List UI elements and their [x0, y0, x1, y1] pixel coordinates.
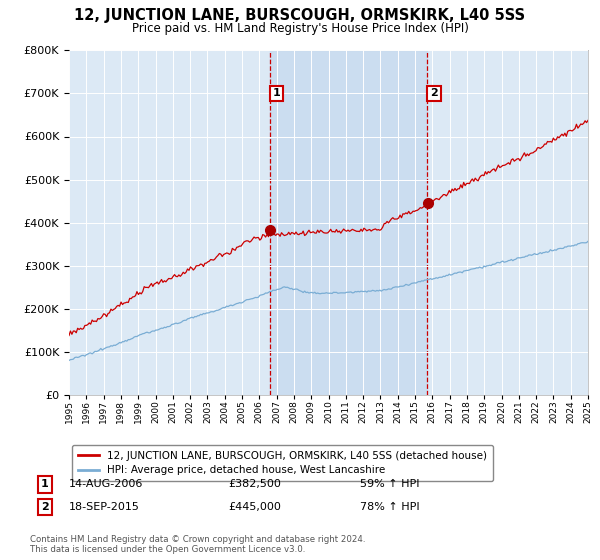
- Text: 14-AUG-2006: 14-AUG-2006: [69, 479, 143, 489]
- Text: 2: 2: [430, 88, 438, 99]
- Text: £445,000: £445,000: [228, 502, 281, 512]
- Legend: 12, JUNCTION LANE, BURSCOUGH, ORMSKIRK, L40 5SS (detached house), HPI: Average p: 12, JUNCTION LANE, BURSCOUGH, ORMSKIRK, …: [71, 445, 493, 482]
- Text: Contains HM Land Registry data © Crown copyright and database right 2024.
This d: Contains HM Land Registry data © Crown c…: [30, 535, 365, 554]
- Text: 18-SEP-2015: 18-SEP-2015: [69, 502, 140, 512]
- Text: 78% ↑ HPI: 78% ↑ HPI: [360, 502, 419, 512]
- Text: 12, JUNCTION LANE, BURSCOUGH, ORMSKIRK, L40 5SS: 12, JUNCTION LANE, BURSCOUGH, ORMSKIRK, …: [74, 8, 526, 24]
- Text: 2: 2: [41, 502, 49, 512]
- Bar: [270, 50, 427, 395]
- Text: 1: 1: [272, 88, 280, 99]
- Text: 59% ↑ HPI: 59% ↑ HPI: [360, 479, 419, 489]
- Text: £382,500: £382,500: [228, 479, 281, 489]
- Text: 1: 1: [41, 479, 49, 489]
- Text: Price paid vs. HM Land Registry's House Price Index (HPI): Price paid vs. HM Land Registry's House …: [131, 22, 469, 35]
